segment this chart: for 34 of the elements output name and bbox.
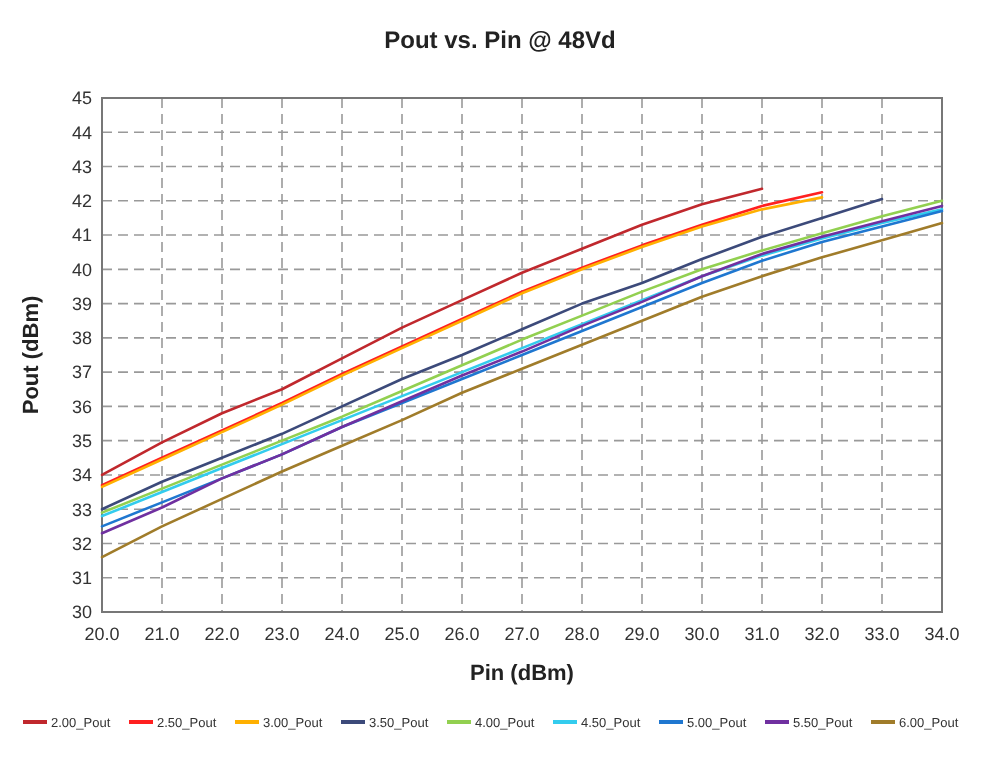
y-tick-label: 42 [71, 191, 92, 212]
y-tick-label: 37 [71, 362, 92, 383]
x-tick-label: 32.0 [804, 624, 840, 644]
y-tick-label: 34 [71, 465, 92, 486]
x-tick-label: 31.0 [744, 624, 780, 644]
x-tick-label: 22.0 [204, 624, 240, 644]
y-tick-label: 39 [71, 293, 92, 314]
y-tick-label: 31 [71, 568, 92, 589]
chart-title: Pout vs. Pin @ 48Vd [384, 26, 616, 54]
x-tick-label: 27.0 [504, 624, 540, 644]
x-tick-label: 24.0 [324, 624, 360, 644]
y-tick-label: 45 [71, 88, 92, 109]
y-tick-label: 41 [71, 225, 92, 246]
x-tick-label: 34.0 [924, 624, 960, 644]
x-tick-label: 28.0 [564, 624, 600, 644]
x-tick-label: 21.0 [144, 624, 180, 644]
y-axis-title: Pout (dBm) [20, 295, 44, 415]
x-tick-label: 30.0 [684, 624, 720, 644]
x-tick-label: 23.0 [264, 624, 300, 644]
y-tick-label: 38 [71, 328, 92, 349]
y-tick-label: 36 [71, 396, 92, 417]
x-axis-title: Pin (dBm) [470, 662, 575, 686]
y-tick-label: 44 [71, 122, 92, 143]
x-tick-label: 33.0 [864, 624, 900, 644]
x-tick-label: 20.0 [84, 624, 120, 644]
x-tick-label: 29.0 [624, 624, 660, 644]
y-tick-label: 30 [71, 602, 92, 623]
y-tick-label: 32 [71, 533, 92, 554]
y-tick-label: 43 [71, 156, 92, 177]
y-tick-label: 33 [71, 499, 92, 520]
x-tick-label: 26.0 [444, 624, 480, 644]
y-tick-label: 40 [71, 259, 92, 280]
y-tick-label: 35 [71, 430, 92, 451]
x-tick-label: 25.0 [384, 624, 420, 644]
